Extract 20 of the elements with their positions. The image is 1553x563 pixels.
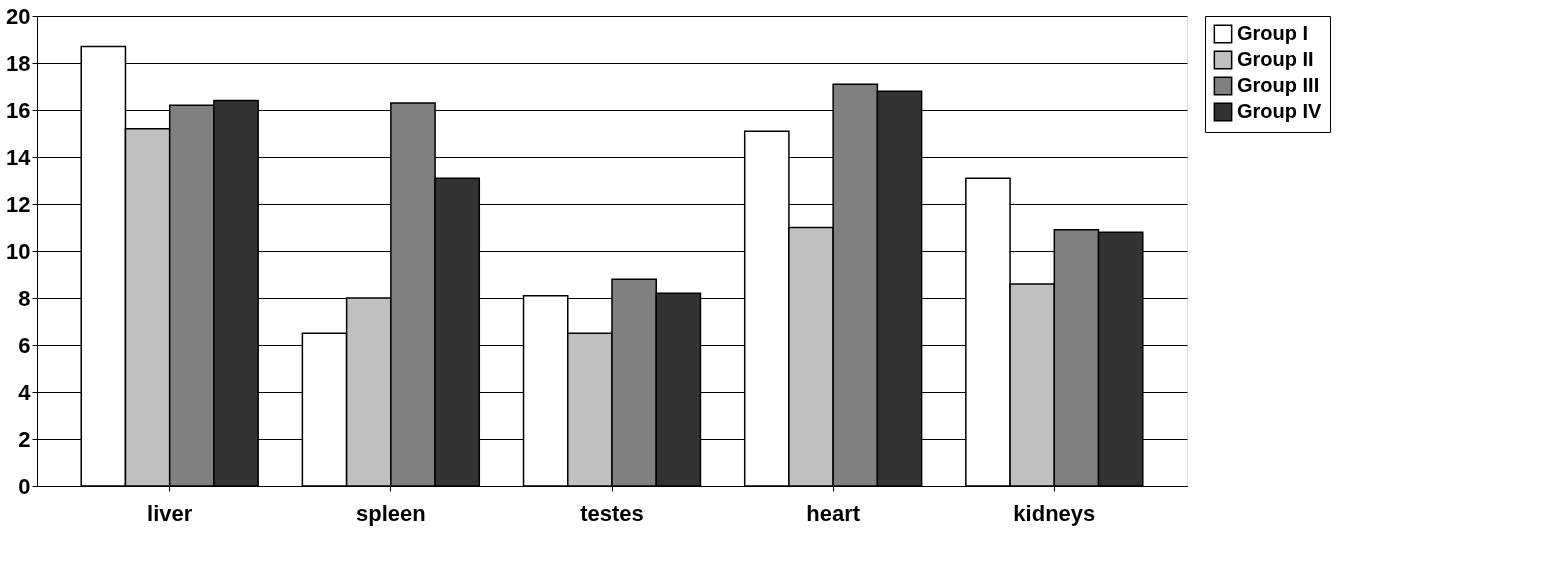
legend-label: Group IV — [1237, 100, 1323, 122]
legend-label: Group III — [1237, 74, 1320, 96]
x-tick-label: testes — [580, 500, 644, 526]
y-tick-label: 0 — [18, 473, 31, 499]
y-tick-label: 8 — [18, 285, 31, 311]
x-tick-label: heart — [806, 500, 861, 526]
y-tick-label: 20 — [6, 3, 31, 29]
y-tick-label: 6 — [18, 332, 31, 358]
x-tick-label: liver — [147, 500, 193, 526]
y-tick-label: 18 — [6, 50, 31, 76]
x-tick-label: spleen — [355, 500, 426, 526]
x-tick-label: kidneys — [1013, 500, 1096, 526]
legend-label: Group I — [1237, 22, 1309, 44]
legend-label: Group II — [1237, 48, 1314, 70]
y-tick-label: 10 — [6, 238, 31, 264]
y-tick-label: 12 — [6, 191, 31, 217]
y-tick-label: 4 — [18, 379, 32, 405]
y-tick-label: 14 — [6, 144, 32, 170]
y-tick-label: 2 — [18, 426, 31, 452]
y-tick-label: 16 — [6, 97, 31, 123]
